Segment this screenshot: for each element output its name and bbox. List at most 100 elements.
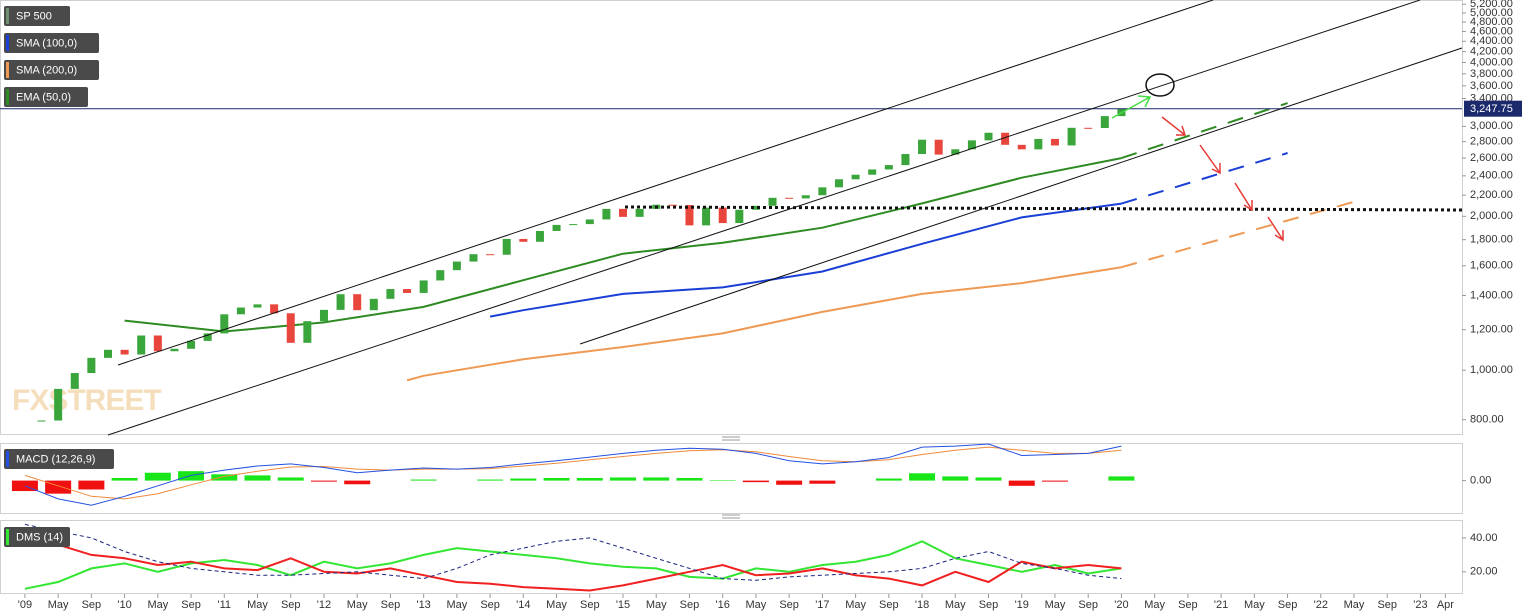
candle bbox=[702, 207, 711, 226]
histogram-bar bbox=[610, 477, 637, 481]
histogram-bar bbox=[942, 476, 969, 481]
candle bbox=[1034, 138, 1043, 150]
x-tick-label: '17 bbox=[815, 599, 829, 611]
histogram-bar bbox=[410, 479, 437, 481]
candle bbox=[668, 204, 677, 206]
price-label: 3,247.75 bbox=[1470, 103, 1513, 115]
x-tick-label: '14 bbox=[516, 599, 530, 611]
candle bbox=[1050, 138, 1059, 146]
x-tick-label: '22 bbox=[1314, 599, 1328, 611]
y-tick-label: 4,600.00 bbox=[1470, 25, 1513, 37]
x-tick-label: Sep bbox=[381, 599, 401, 611]
candle bbox=[452, 261, 461, 271]
legend-label: EMA (50,0) bbox=[16, 91, 71, 103]
y-tick-label: 2,800.00 bbox=[1470, 136, 1513, 148]
legend-box bbox=[4, 449, 114, 469]
x-tick-label: '18 bbox=[915, 599, 929, 611]
support-line bbox=[624, 205, 1463, 212]
up-arrow bbox=[1111, 95, 1152, 119]
candle bbox=[87, 357, 96, 374]
candle bbox=[552, 224, 561, 231]
histogram-bar bbox=[111, 477, 138, 481]
histogram-bar bbox=[244, 475, 271, 481]
histogram-bar bbox=[643, 477, 670, 481]
candle bbox=[170, 348, 179, 352]
dms-line bbox=[24, 540, 1122, 590]
candle bbox=[585, 219, 594, 225]
candle bbox=[369, 298, 378, 311]
candle bbox=[884, 165, 893, 170]
annotations bbox=[107, 0, 1463, 436]
moving-average bbox=[406, 266, 1122, 382]
trend-line bbox=[579, 47, 1463, 345]
candle bbox=[403, 289, 412, 293]
candle bbox=[153, 335, 162, 352]
panel-title: MACD (12,26,9) bbox=[16, 453, 95, 465]
macd-panel bbox=[0, 443, 1463, 514]
x-tick-label: May bbox=[147, 599, 168, 611]
x-tick-label: May bbox=[446, 599, 467, 611]
candle bbox=[286, 313, 295, 343]
x-tick-label: Sep bbox=[1278, 599, 1298, 611]
candle bbox=[220, 314, 229, 334]
legend-swatch bbox=[6, 451, 9, 467]
candle bbox=[519, 238, 528, 242]
y-tick-label: 1,400.00 bbox=[1470, 289, 1513, 301]
x-tick-label: May bbox=[945, 599, 966, 611]
candle bbox=[187, 340, 196, 349]
histogram-bar bbox=[709, 480, 736, 481]
candle bbox=[319, 309, 328, 322]
candle bbox=[735, 209, 744, 224]
x-tick-label: '20 bbox=[1114, 599, 1128, 611]
histogram-bar bbox=[875, 478, 902, 481]
candle bbox=[785, 197, 794, 199]
histogram-bar bbox=[277, 477, 304, 481]
histogram-bar bbox=[211, 474, 238, 481]
candle bbox=[353, 294, 362, 311]
candle bbox=[918, 139, 927, 155]
candle bbox=[70, 373, 79, 389]
candle bbox=[602, 208, 611, 220]
candle bbox=[768, 197, 777, 206]
dms-panel bbox=[0, 520, 1463, 594]
candle bbox=[967, 140, 976, 150]
x-tick-label: May bbox=[546, 599, 567, 611]
x-tick-label: May bbox=[48, 599, 69, 611]
candle bbox=[901, 154, 910, 166]
histogram-bar bbox=[144, 472, 171, 481]
x-tick-label: '13 bbox=[416, 599, 430, 611]
ma-projection bbox=[1121, 200, 1355, 269]
legend-box bbox=[4, 33, 99, 53]
macd-line bbox=[24, 443, 1122, 506]
candle bbox=[984, 132, 993, 141]
y-tick-label: 5,200.00 bbox=[1470, 0, 1513, 10]
x-tick-label: '19 bbox=[1015, 599, 1029, 611]
x-tick-label: Sep bbox=[1178, 599, 1198, 611]
y-tick-label: 20.00 bbox=[1470, 566, 1498, 578]
x-tick-label: '11 bbox=[218, 599, 232, 611]
panel-handles bbox=[722, 436, 740, 519]
y-tick-label: 4,800.00 bbox=[1470, 16, 1513, 28]
histogram-bar bbox=[576, 477, 603, 481]
y-tick-label: 2,400.00 bbox=[1470, 170, 1513, 182]
candle bbox=[818, 187, 827, 196]
x-tick-label: Sep bbox=[979, 599, 999, 611]
candle bbox=[619, 208, 628, 217]
y-tick-label: 4,400.00 bbox=[1470, 35, 1513, 47]
histogram-bar bbox=[776, 480, 803, 485]
candle bbox=[37, 420, 46, 422]
ma-projection bbox=[1121, 152, 1288, 205]
y-tick-label: 0.00 bbox=[1470, 474, 1491, 486]
x-tick-label: May bbox=[1344, 599, 1365, 611]
candle bbox=[486, 254, 495, 256]
candle bbox=[934, 139, 943, 155]
legend-box bbox=[4, 6, 70, 26]
x-tick-label: Sep bbox=[480, 599, 500, 611]
y-tick-label: 800.00 bbox=[1470, 414, 1504, 426]
moving-average bbox=[489, 202, 1122, 318]
x-tick-label: '10 bbox=[117, 599, 131, 611]
x-tick-label: '16 bbox=[716, 599, 730, 611]
x-tick-label: May bbox=[1045, 599, 1066, 611]
